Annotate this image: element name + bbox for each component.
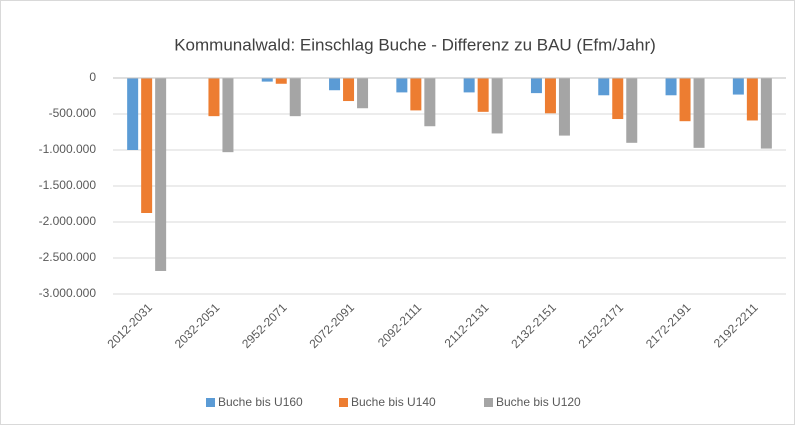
bar [544,78,556,114]
bar [598,78,610,96]
bar [343,78,355,102]
legend-label: Buche bis U120 [496,395,581,409]
bar [530,78,542,94]
bar [424,78,436,127]
legend-swatch [206,398,215,407]
bar [612,78,624,120]
bar [760,78,772,149]
bar [679,78,691,122]
bar [357,78,369,109]
bar [410,78,422,111]
y-tick-label: -1.000.000 [39,142,97,156]
bar [665,78,677,96]
legend-swatch [339,398,348,407]
bar [477,78,489,112]
bar [289,78,301,117]
bar [261,78,273,82]
y-tick-label: -2.500.000 [39,250,97,264]
bar [746,78,758,121]
legend-label: Buche bis U160 [218,395,303,409]
bar [463,78,475,93]
bar [222,78,234,153]
y-tick-label: -500.000 [49,106,97,120]
bar [491,78,503,134]
bar [732,78,744,95]
bar [693,78,705,148]
y-tick-label: -2.000.000 [39,214,97,228]
bar [275,78,287,84]
y-tick-label: -3.000.000 [39,286,97,300]
legend-swatch [484,398,493,407]
y-tick-label: 0 [89,70,96,84]
bar [396,78,408,93]
bar [127,78,139,150]
bar [558,78,570,136]
bar [329,78,341,91]
bar [626,78,638,143]
bar [141,78,153,213]
chart-title: Kommunalwald: Einschlag Buche - Differen… [174,35,656,54]
y-tick-label: -1.500.000 [39,178,97,192]
bar [208,78,220,117]
bar [155,78,167,271]
legend-label: Buche bis U140 [351,395,436,409]
